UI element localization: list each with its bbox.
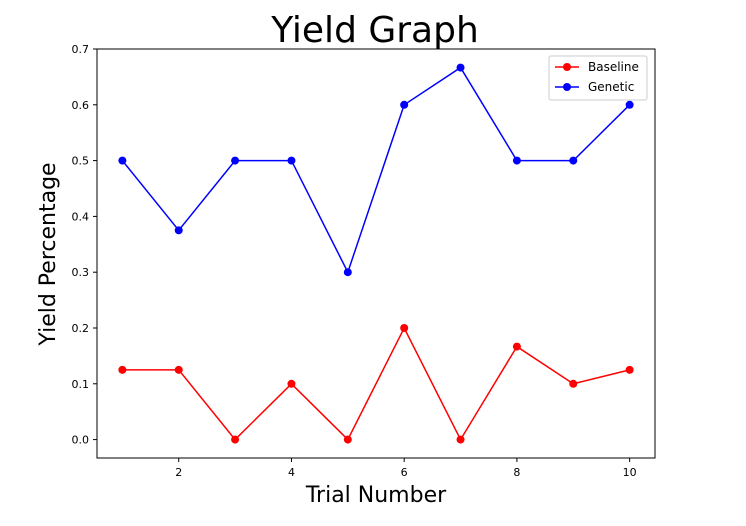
legend-baseline-marker (563, 63, 571, 71)
genetic-data-point (400, 100, 409, 109)
y-tick-label: 0.3 (72, 266, 90, 279)
legend-genetic-marker (563, 83, 571, 91)
chart-title: Yield Graph (270, 10, 479, 51)
baseline-data-point (343, 435, 352, 444)
legend-baseline-label: Baseline (588, 60, 639, 74)
y-tick-label: 0.4 (72, 210, 90, 223)
x-tick-label: 10 (623, 466, 637, 479)
baseline-data-point (118, 365, 127, 374)
y-axis-label: Yield Percentage (36, 162, 61, 346)
x-axis-label: Trial Number (305, 483, 447, 508)
genetic-data-point (343, 268, 352, 277)
genetic-data-point (512, 156, 521, 165)
y-tick-label: 0.2 (72, 322, 90, 335)
legend: Baseline Genetic (548, 55, 648, 101)
baseline-data-point (287, 379, 296, 388)
plot-area (96, 48, 656, 459)
genetic-data-point (287, 156, 296, 165)
genetic-data-point (174, 226, 183, 235)
genetic-data-point (231, 156, 240, 165)
baseline-data-point (456, 435, 465, 444)
baseline-series-line (122, 326, 630, 442)
x-tick-label: 6 (401, 466, 408, 479)
plot-frame (96, 48, 656, 459)
series-layer (118, 63, 634, 444)
genetic-data-point (118, 156, 127, 165)
baseline-data-point (231, 435, 240, 444)
x-tick-label: 8 (513, 466, 520, 479)
x-tick-label: 4 (288, 466, 295, 479)
genetic-data-point (569, 156, 578, 165)
baseline-data-point (174, 365, 183, 374)
baseline-data-point (569, 379, 578, 388)
y-tick-label: 0.6 (72, 99, 90, 112)
y-tick-label: 0.0 (72, 434, 90, 447)
genetic-data-point (456, 63, 465, 72)
y-tick-label: 0.7 (72, 43, 90, 56)
baseline-data-point (625, 365, 634, 374)
baseline-data-point (400, 323, 409, 332)
legend-genetic-label: Genetic (588, 80, 634, 94)
y-tick-label: 0.5 (72, 155, 90, 168)
genetic-data-point (625, 100, 634, 109)
x-tick-label: 2 (175, 466, 182, 479)
genetic-series-line (121, 66, 631, 275)
x-axis-ticks: 2 4 6 8 10 (175, 458, 637, 479)
y-axis-ticks: 0.0 0.1 0.2 0.3 0.4 0.5 0.6 0.7 (72, 43, 97, 447)
baseline-data-point (512, 342, 521, 351)
y-tick-label: 0.1 (72, 378, 90, 391)
